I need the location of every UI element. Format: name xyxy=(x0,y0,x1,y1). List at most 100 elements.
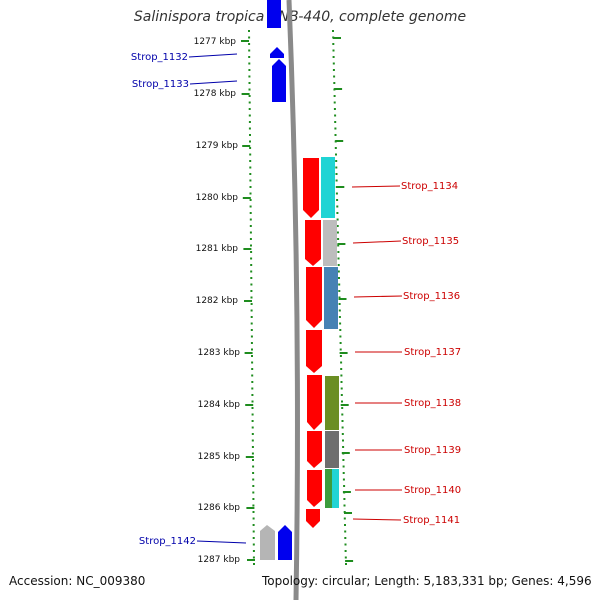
gene-arrow-top-blue[interactable] xyxy=(267,0,281,28)
label-strop-1134[interactable]: Strop_1134 xyxy=(401,181,458,192)
dot-right xyxy=(333,95,336,97)
tick-right xyxy=(345,560,354,562)
dot-right xyxy=(340,374,343,377)
dot-left xyxy=(251,400,254,403)
gene-arrow-strop-1135[interactable] xyxy=(305,220,321,266)
gene-arrow-strop-1138[interactable] xyxy=(307,375,322,430)
dot-left xyxy=(252,465,255,468)
label-strop-1142[interactable]: Strop_1142 xyxy=(139,536,196,547)
label-strop-1138[interactable]: Strop_1138 xyxy=(404,398,461,409)
dot-left xyxy=(249,238,252,240)
dot-left xyxy=(250,322,253,325)
gene-arrow-strop-1140[interactable] xyxy=(307,470,322,507)
dot-right xyxy=(337,270,340,273)
dot-left xyxy=(252,504,255,507)
label-strop-1132[interactable]: Strop_1132 xyxy=(131,52,188,63)
dot-right xyxy=(342,478,345,481)
tick-label-1282: 1282 kbp xyxy=(196,296,239,306)
leader-strop-1141 xyxy=(352,518,402,521)
dot-left xyxy=(250,270,253,273)
dot-left xyxy=(250,257,253,260)
dot-left xyxy=(253,563,255,565)
dot-left xyxy=(250,303,253,305)
gene-arrow-strop-1141[interactable] xyxy=(306,509,320,528)
gene-arrow-strop-1137[interactable] xyxy=(306,330,322,373)
dot-left xyxy=(249,179,252,182)
label-strop-1136[interactable]: Strop_1136 xyxy=(403,291,460,302)
dot-left xyxy=(252,556,255,559)
dot-left xyxy=(248,62,251,65)
dot-left xyxy=(252,550,255,552)
label-strop-1135[interactable]: Strop_1135 xyxy=(402,236,459,247)
tick-left xyxy=(247,559,255,561)
tick-label-1279: 1279 kbp xyxy=(196,141,239,151)
dot-left xyxy=(250,251,253,253)
leader-strop-1134 xyxy=(351,185,401,188)
cog-block-1135 xyxy=(323,220,337,266)
topology-text: Topology: circular; Length: 5,183,331 bp… xyxy=(262,574,592,588)
tick-right xyxy=(337,243,346,245)
dot-right xyxy=(338,277,340,279)
forward-strand-genes xyxy=(260,0,292,560)
dot-left xyxy=(249,212,252,214)
tick-right xyxy=(339,352,348,354)
dot-right xyxy=(345,563,347,565)
dot-left xyxy=(251,420,254,422)
dot-right xyxy=(338,309,341,312)
dot-left xyxy=(249,153,252,156)
dot-left xyxy=(249,192,252,195)
dot-right xyxy=(341,426,344,429)
tick-label-1281: 1281 kbp xyxy=(196,244,239,254)
tick-right xyxy=(341,452,350,454)
dot-left xyxy=(250,342,253,344)
label-strop-1140[interactable]: Strop_1140 xyxy=(404,485,461,496)
dot-left xyxy=(250,309,253,312)
gene-arrow-strop-1142-blue[interactable] xyxy=(278,525,292,560)
dot-right xyxy=(339,342,342,344)
dot-right xyxy=(337,251,340,253)
dot-left xyxy=(250,296,253,299)
dot-left xyxy=(251,407,254,409)
dot-right xyxy=(334,134,337,136)
cog-block-1138 xyxy=(325,376,339,430)
dot-right xyxy=(333,82,336,84)
dot-right xyxy=(338,316,341,318)
leader-strop-1132 xyxy=(188,53,238,58)
gene-arrow-strop-1134[interactable] xyxy=(303,158,319,218)
gene-arrow-strop-1136[interactable] xyxy=(306,267,322,328)
dot-left xyxy=(250,316,253,318)
dot-right xyxy=(337,264,340,266)
dot-right xyxy=(344,543,347,546)
dot-left xyxy=(251,381,254,383)
tick-label-1287: 1287 kbp xyxy=(198,555,241,565)
genome-title: Salinispora tropica CNB-440, complete ge… xyxy=(133,9,467,25)
dot-left xyxy=(251,368,254,370)
dot-right xyxy=(339,348,342,351)
label-strop-1141[interactable]: Strop_1141 xyxy=(403,515,460,526)
gene-arrow-strop-1133[interactable] xyxy=(272,59,286,102)
label-strop-1133[interactable]: Strop_1133 xyxy=(132,79,189,90)
dot-right xyxy=(338,296,341,299)
gene-arrow-strop-1142-grey[interactable] xyxy=(260,525,275,560)
dot-left xyxy=(252,543,255,546)
dot-left xyxy=(251,439,254,442)
tick-label-1277: 1277 kbp xyxy=(194,37,237,47)
dot-left xyxy=(248,49,251,52)
label-strop-1139[interactable]: Strop_1139 xyxy=(404,445,461,456)
dot-right xyxy=(334,147,337,149)
dot-right xyxy=(334,127,337,130)
tick-left xyxy=(242,197,251,199)
dot-left xyxy=(252,485,255,487)
dot-left xyxy=(251,413,254,416)
dot-right xyxy=(342,472,345,474)
genome-backbone xyxy=(286,0,300,600)
gene-arrow-strop-1132[interactable] xyxy=(270,47,284,58)
label-strop-1137[interactable]: Strop_1137 xyxy=(404,347,461,358)
gene-arrow-strop-1139[interactable] xyxy=(307,431,322,468)
dot-right xyxy=(332,56,335,58)
leader-strop-1133 xyxy=(189,80,238,85)
dot-right xyxy=(340,361,343,364)
dot-left xyxy=(251,355,253,357)
dot-left xyxy=(248,82,251,84)
